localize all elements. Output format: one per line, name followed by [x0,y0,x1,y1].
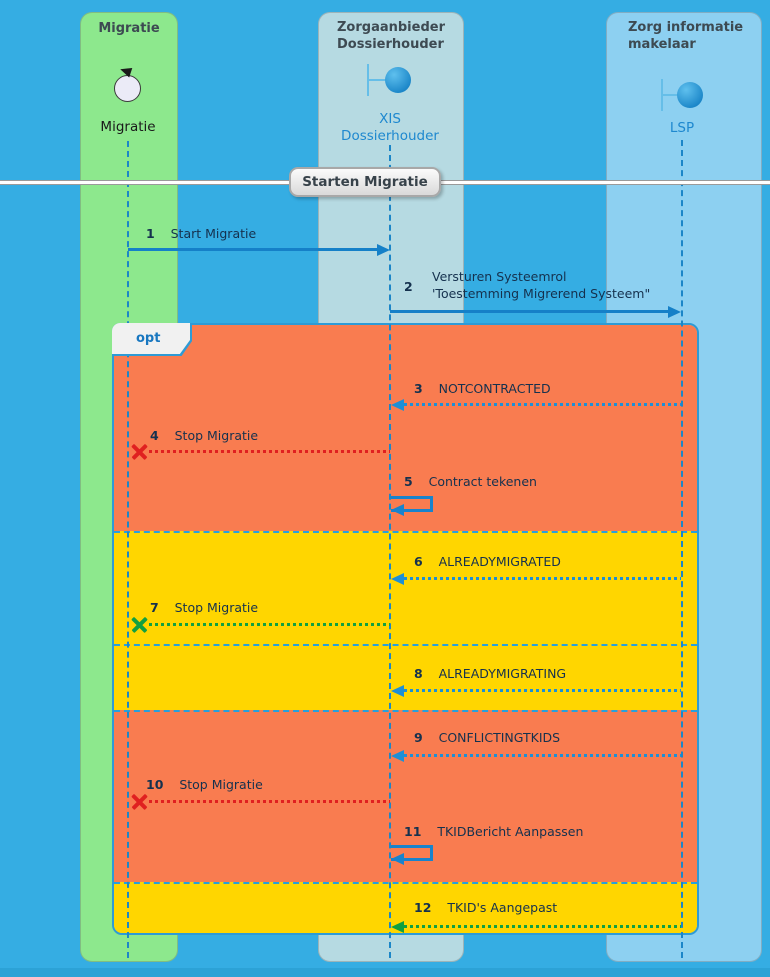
boundary-icon-ball [677,82,703,108]
message-number: 8 [414,666,423,681]
arrowhead-left-icon [391,749,404,762]
message-label: NOTCONTRACTED [438,381,551,396]
message-8-arrow [404,689,681,692]
message-4-label: 4 Stop Migratie [150,427,258,444]
message-number: 6 [414,554,423,569]
bottom-edge [0,968,770,977]
boundary-icon [367,79,386,81]
boundary-icon [661,94,680,96]
message-8-label: 8 ALREADYMIGRATING [414,665,566,682]
lane-header-zorgaanbieder: Zorgaanbieder Dossierhouder [337,19,445,53]
actor-label-xis: XIS Dossierhouder [330,111,450,145]
opt-fragment-tab: opt [112,323,192,356]
lifeline-xis [389,145,391,958]
arrowhead-right-icon [377,243,390,256]
message-label: CONFLICTINGTKIDS [438,730,561,745]
message-label: Versturen Systeemrol [432,269,567,284]
destroy-x-icon [130,792,149,811]
lifeline-lsp [681,140,683,958]
boundary-icon-ball [385,67,411,93]
message-11-self-arrow [391,845,433,861]
section-alreadymigrating [114,644,697,710]
destroy-x-icon [130,442,149,461]
message-number: 5 [404,474,413,489]
opt-fragment [112,323,699,935]
arrowhead-left-icon [391,504,404,516]
message-number: 9 [414,730,423,745]
opt-fragment-tab-face: opt [112,323,190,354]
arrowhead-right-icon [668,305,681,318]
divider-title: Starten Migratie [289,167,441,197]
message-label: Stop Migratie [174,428,259,443]
message-label: Contract tekenen [428,474,537,489]
message-label: 'Toestemming Migrerend Systeem" [432,286,651,301]
message-4-arrow [149,450,390,453]
message-2-number: 2 [404,279,413,294]
arrowhead-left-icon [391,920,404,933]
message-5-label: 5 Contract tekenen [404,473,537,490]
opt-operator-label: opt [136,331,161,346]
message-number: 3 [414,381,423,396]
lane-header-line: Dossierhouder [337,37,444,52]
message-7-arrow [149,623,390,626]
actor-label-lsp: LSP [669,120,695,136]
arrowhead-left-icon [391,572,404,585]
section-alreadymigrated [114,531,697,644]
actor-label-migratie: Migratie [100,119,156,135]
message-number: 1 [146,226,155,241]
message-number: 12 [414,900,432,915]
message-number: 10 [146,777,164,792]
message-12-arrow [404,925,681,928]
arrowhead-left-icon [391,853,404,865]
section-conflictingtkids [114,710,697,882]
message-5-self-arrow [391,496,433,512]
message-2-label: Versturen Systeemrol 'Toestemming Migrer… [432,268,650,302]
message-11-label: 11 TKIDBericht Aanpassen [404,823,583,840]
lane-header-zim: Zorg informatie makelaar [628,19,743,53]
arrowhead-left-icon [391,684,404,697]
message-1-arrow [128,248,378,251]
message-3-arrow [404,403,681,406]
message-number: 4 [150,428,159,443]
actor-label-line: XIS [379,111,401,127]
lane-header-line: makelaar [628,37,696,52]
message-number: 7 [150,600,159,615]
lane-header-line: Zorgaanbieder [337,20,445,35]
message-number: 11 [404,824,422,839]
arrowhead-left-icon [391,398,404,411]
message-6-label: 6 ALREADYMIGRATED [414,553,561,570]
message-label: TKIDBericht Aanpassen [437,824,584,839]
message-label: Stop Migratie [174,600,259,615]
message-10-arrow [149,800,390,803]
message-7-label: 7 Stop Migratie [150,599,258,616]
message-9-label: 9 CONFLICTINGTKIDS [414,729,560,746]
message-1-label: 1 Start Migratie [146,225,256,242]
lane-header-migratie: Migratie [98,21,160,36]
message-label: ALREADYMIGRATING [438,666,567,681]
message-10-label: 10 Stop Migratie [146,776,263,793]
message-6-arrow [404,577,681,580]
message-label: TKID's Aangepast [447,900,558,915]
actor-label-line: Dossierhouder [341,128,439,144]
section-tkids-aangepast [114,882,697,933]
message-12-label: 12 TKID's Aangepast [414,899,557,916]
message-label: Stop Migratie [179,777,263,792]
message-3-label: 3 NOTCONTRACTED [414,380,551,397]
message-9-arrow [404,754,681,757]
message-label: Start Migratie [170,226,257,241]
lifeline-migratie [127,141,129,958]
message-2-arrow [390,310,669,313]
message-label: ALREADYMIGRATED [438,554,561,569]
destroy-x-icon [130,615,149,634]
lane-header-line: Zorg informatie [628,20,744,35]
control-icon [114,75,141,102]
